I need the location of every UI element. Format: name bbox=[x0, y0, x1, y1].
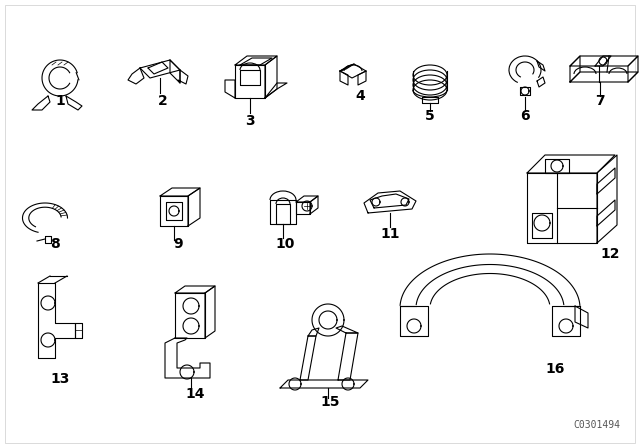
Text: 10: 10 bbox=[275, 237, 294, 251]
Text: 12: 12 bbox=[600, 247, 620, 261]
Text: 1: 1 bbox=[55, 94, 65, 108]
Text: 3: 3 bbox=[245, 114, 255, 128]
Text: 4: 4 bbox=[355, 89, 365, 103]
Text: 15: 15 bbox=[320, 395, 340, 409]
Text: 2: 2 bbox=[158, 94, 168, 108]
Text: 16: 16 bbox=[545, 362, 564, 376]
Text: 5: 5 bbox=[425, 109, 435, 123]
Text: 6: 6 bbox=[520, 109, 530, 123]
Text: C0301494: C0301494 bbox=[573, 420, 620, 430]
Text: 11: 11 bbox=[380, 227, 400, 241]
Text: 13: 13 bbox=[51, 372, 70, 386]
Text: 8: 8 bbox=[50, 237, 60, 251]
Text: 9: 9 bbox=[173, 237, 183, 251]
Text: 14: 14 bbox=[185, 387, 205, 401]
Text: 7: 7 bbox=[595, 94, 605, 108]
